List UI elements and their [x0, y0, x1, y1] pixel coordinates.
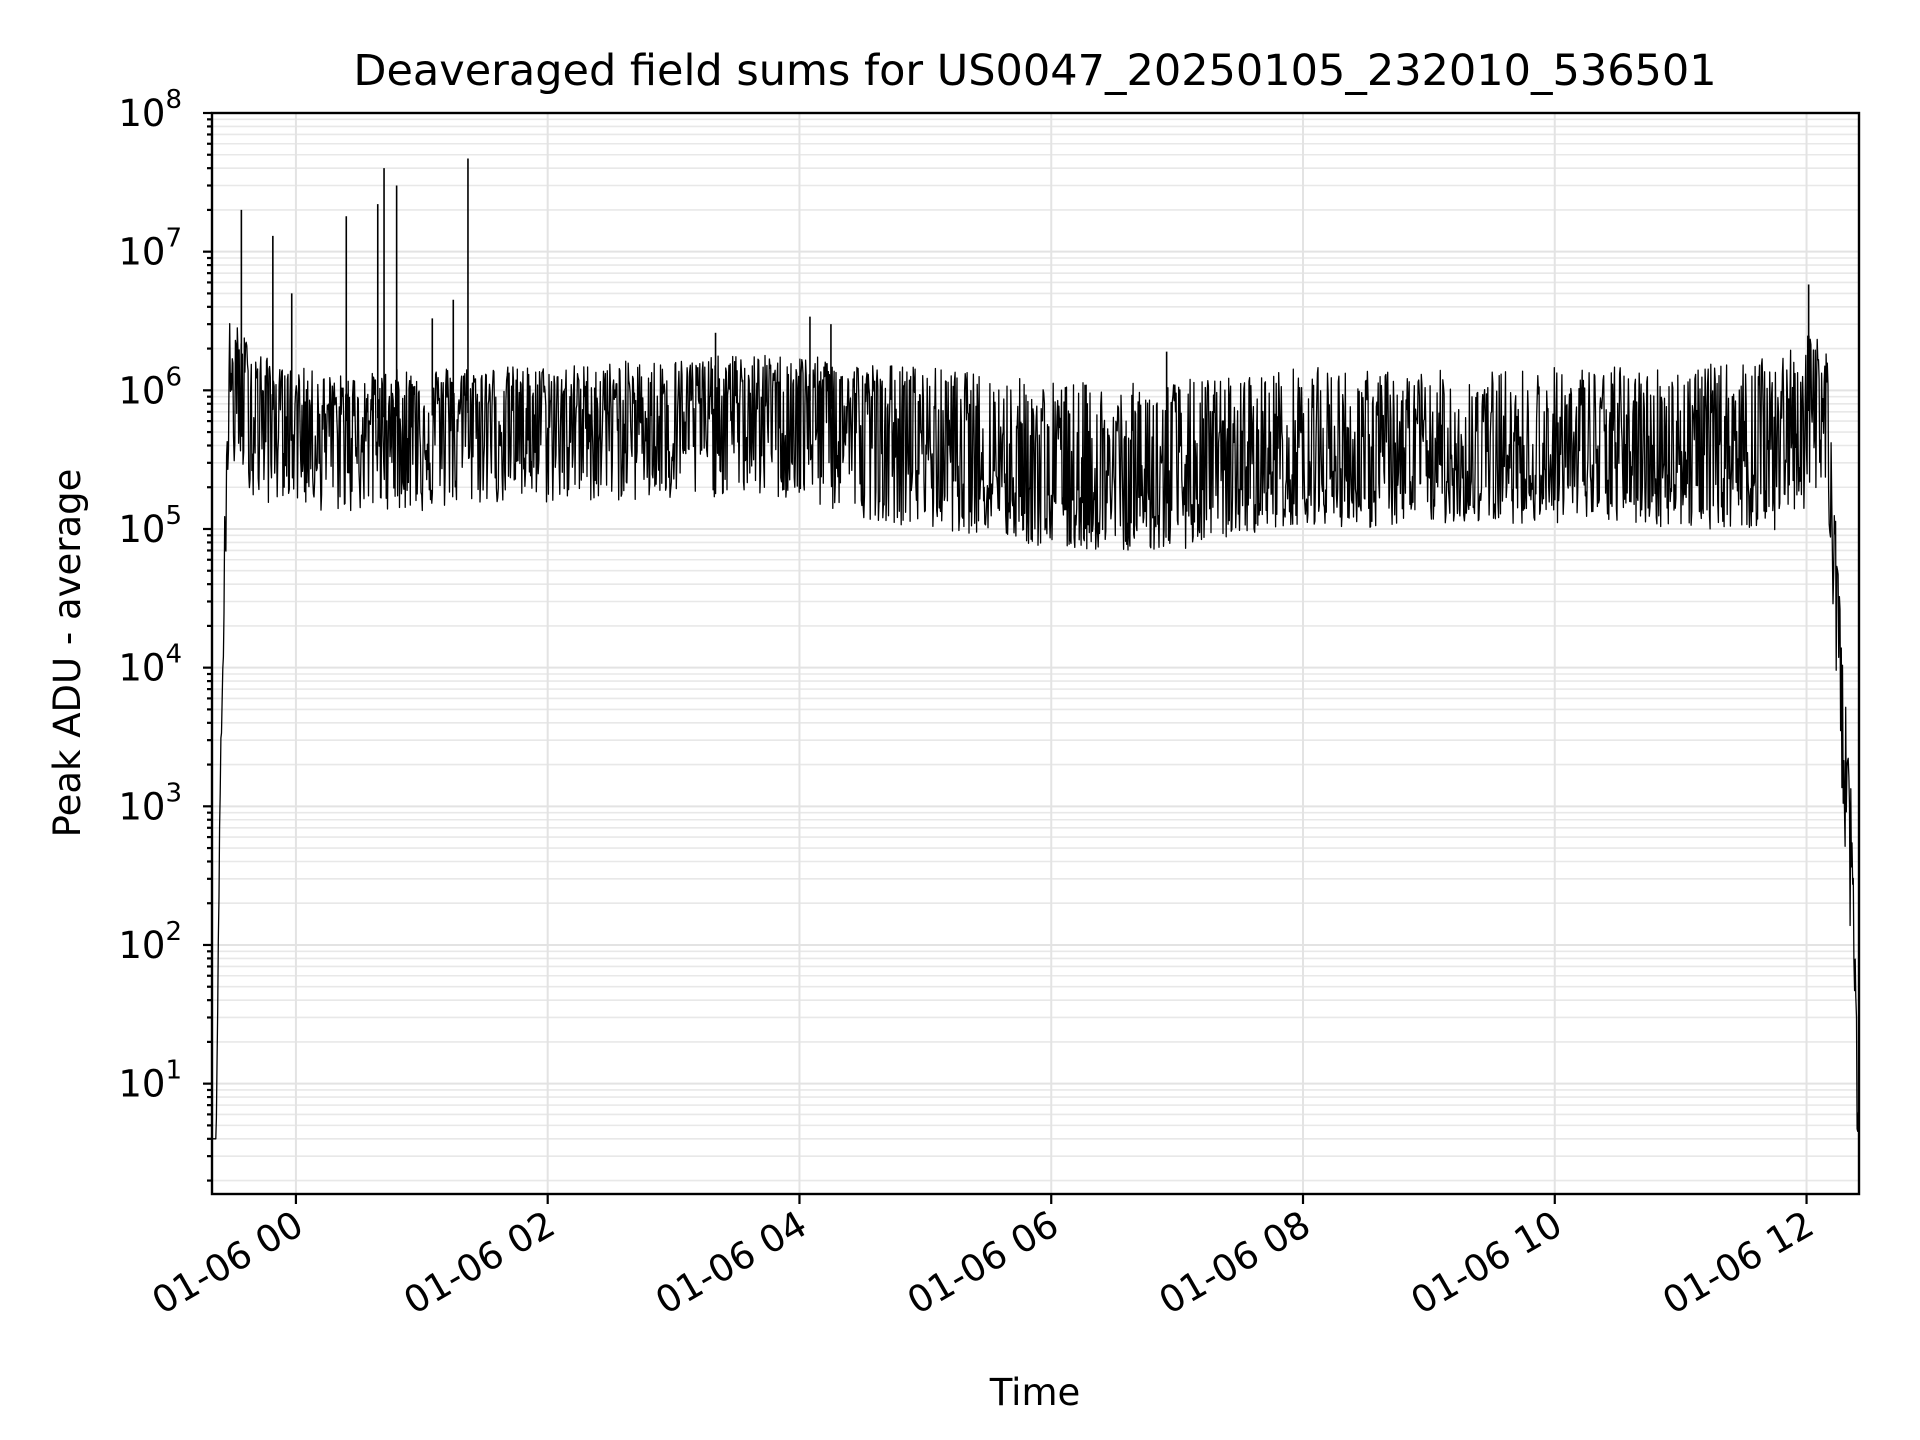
y-tick-base: 10	[118, 369, 165, 412]
y-tick-exponent: 8	[165, 85, 182, 115]
y-tick-exponent: 1	[165, 1056, 182, 1086]
y-tick-exponent: 5	[165, 501, 182, 531]
y-tick-label: 102	[118, 917, 182, 967]
y-tick-label: 107	[118, 224, 182, 274]
y-tick-exponent: 7	[165, 224, 182, 254]
y-tick-exponent: 6	[165, 362, 182, 392]
plot-area	[211, 158, 1860, 1140]
y-tick-base: 10	[118, 785, 165, 828]
y-tick-label: 105	[118, 501, 182, 551]
y-tick-label: 104	[118, 640, 182, 690]
x-axis-label: Time	[989, 1371, 1081, 1414]
y-tick-label: 108	[118, 85, 182, 135]
y-tick-exponent: 2	[165, 917, 182, 947]
y-tick-base: 10	[118, 647, 165, 690]
y-axis-label: Peak ADU - average	[46, 469, 89, 838]
y-tick-base: 10	[118, 924, 165, 967]
y-tick-exponent: 4	[165, 640, 182, 670]
y-tick-exponent: 3	[165, 778, 182, 808]
y-tick-label: 103	[118, 778, 182, 828]
series-line	[211, 323, 1860, 1140]
y-tick-label: 106	[118, 362, 182, 412]
y-tick-base: 10	[118, 92, 165, 135]
y-tick-base: 10	[118, 231, 165, 274]
y-tick-label: 101	[118, 1056, 182, 1106]
y-tick-base: 10	[118, 508, 165, 551]
axes-frame	[210, 111, 1861, 1196]
y-tick-base: 10	[118, 1063, 165, 1106]
chart-title: Deaveraged field sums for US0047_2025010…	[353, 46, 1716, 96]
